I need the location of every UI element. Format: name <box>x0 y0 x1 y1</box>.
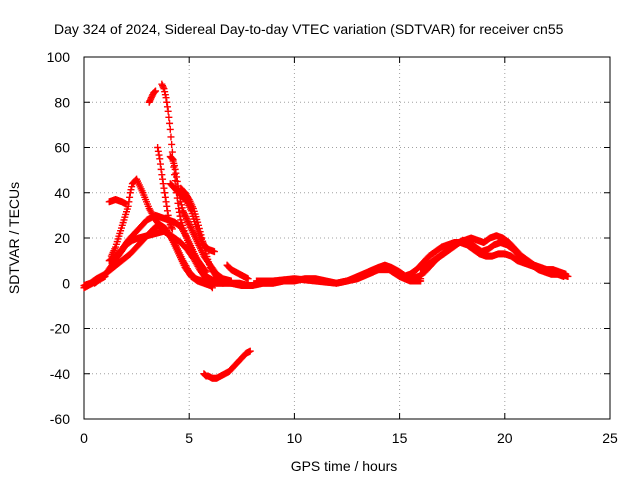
data-point <box>246 347 254 355</box>
data-point <box>165 113 173 121</box>
x-tick-label: 25 <box>602 430 618 446</box>
data-point <box>170 162 178 170</box>
data-point <box>160 184 168 192</box>
data-point <box>159 83 167 91</box>
data-point <box>154 147 162 155</box>
data-point <box>155 151 163 159</box>
data-point <box>151 88 159 96</box>
data-point <box>154 144 162 151</box>
data-point <box>162 198 170 206</box>
data-point <box>163 103 171 111</box>
data-point <box>168 225 176 233</box>
plot-frame <box>83 56 611 420</box>
data-point <box>122 200 130 208</box>
y-tick-label: 40 <box>54 185 70 201</box>
data-point <box>172 241 180 249</box>
x-tick-label: 5 <box>185 430 193 446</box>
chart-title: Day 324 of 2024, Sidereal Day-to-day VTE… <box>54 21 564 37</box>
y-tick-label: -20 <box>50 321 70 337</box>
data-point <box>168 148 176 156</box>
data-point <box>126 193 134 201</box>
y-tick-label: 20 <box>54 230 70 246</box>
data-point <box>199 237 207 245</box>
series-arc-19 <box>80 272 109 292</box>
data-point <box>201 247 209 255</box>
series-arc-7 <box>154 144 176 233</box>
y-axis-label: SDTVAR / TECUs <box>6 182 22 294</box>
data-point <box>163 202 171 210</box>
series-arc-13 <box>223 261 252 283</box>
data-point <box>196 228 204 236</box>
data-point <box>194 218 202 226</box>
series-arc-12 <box>200 347 254 382</box>
data-point <box>164 107 172 115</box>
data-point <box>173 173 181 181</box>
data-point <box>161 189 169 197</box>
data-point <box>159 175 167 183</box>
data-point <box>167 133 175 141</box>
data-point <box>200 244 208 252</box>
y-tick-label: 100 <box>47 49 71 65</box>
data-point <box>202 268 210 276</box>
data-point <box>200 240 208 248</box>
data-point <box>166 119 174 127</box>
data-point <box>198 234 206 242</box>
y-tick-label: 0 <box>62 275 70 291</box>
series-arc-8 <box>158 80 210 276</box>
data-point <box>210 248 218 256</box>
data-point <box>163 207 171 215</box>
data-point <box>187 223 195 231</box>
data-point <box>159 180 167 188</box>
series-arc-11 <box>177 184 252 290</box>
x-tick-label: 10 <box>287 430 303 446</box>
data-point <box>172 169 180 177</box>
series-arc-18 <box>417 232 570 278</box>
data-point <box>208 284 216 292</box>
data-point <box>197 231 205 239</box>
data-point <box>152 87 160 95</box>
grid <box>84 57 610 419</box>
data-point <box>156 160 164 168</box>
data-point <box>168 140 176 148</box>
data-point <box>158 171 166 179</box>
data-point <box>161 193 169 201</box>
y-tick-label: 80 <box>54 94 70 110</box>
data-point <box>244 275 252 283</box>
data-point <box>167 153 175 161</box>
data-point <box>171 165 179 173</box>
data-points <box>80 80 572 382</box>
series-arc-6 <box>145 87 160 106</box>
y-tick-label: -60 <box>50 411 70 427</box>
data-point <box>163 98 171 106</box>
x-axis-label: GPS time / hours <box>291 458 398 474</box>
y-tick-label: -40 <box>50 366 70 382</box>
data-point <box>207 282 215 290</box>
x-tick-label: 0 <box>80 430 88 446</box>
x-tick-label: 20 <box>497 430 513 446</box>
x-tick-label: 15 <box>392 430 408 446</box>
data-point <box>157 165 165 173</box>
y-tick-label: 60 <box>54 140 70 156</box>
data-point <box>194 221 202 229</box>
data-point <box>175 205 183 213</box>
data-point <box>173 177 181 185</box>
data-point <box>176 212 184 220</box>
data-point <box>195 224 203 232</box>
data-point <box>201 267 209 275</box>
data-point <box>162 94 170 102</box>
data-point <box>166 125 174 133</box>
data-point <box>101 272 109 280</box>
data-point <box>156 155 164 163</box>
data-point <box>150 88 158 96</box>
series-arc-5 <box>105 196 130 208</box>
series-arc-4 <box>107 175 216 292</box>
data-point <box>168 223 176 231</box>
axis-ticks: 0 5 10 15 20 25 -60 -40 -20 0 20 40 60 80 100 <box>47 49 618 446</box>
data-point <box>562 270 570 278</box>
